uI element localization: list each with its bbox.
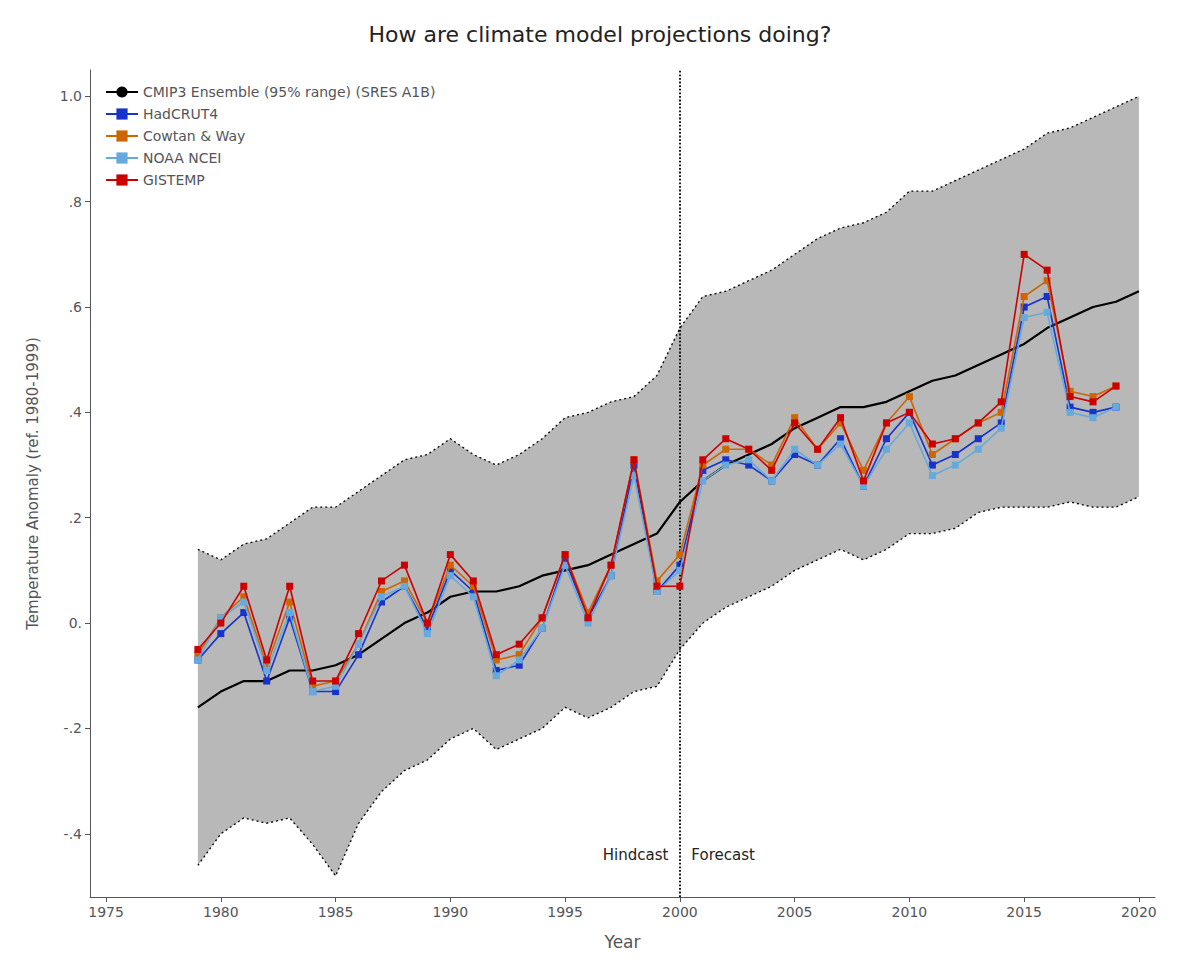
svg-text:1995: 1995 [547, 904, 583, 920]
svg-text:Hindcast: Hindcast [603, 846, 669, 864]
svg-text:How are climate model projecti: How are climate model projections doing? [369, 22, 832, 47]
svg-text:1985: 1985 [318, 904, 354, 920]
svg-text:2005: 2005 [777, 904, 813, 920]
svg-text:2015: 2015 [1006, 904, 1042, 920]
svg-text:.6: .6 [69, 299, 82, 315]
svg-text:1975: 1975 [88, 904, 124, 920]
svg-text:.8: .8 [69, 194, 82, 210]
svg-text:2010: 2010 [892, 904, 928, 920]
svg-text:.4: .4 [69, 404, 82, 420]
svg-text:CMIP3 Ensemble (95% range) (SR: CMIP3 Ensemble (95% range) (SRES A1B) [143, 84, 435, 100]
svg-text:Forecast: Forecast [691, 846, 755, 864]
svg-text:-.2: -.2 [64, 720, 82, 736]
svg-text:2000: 2000 [662, 904, 698, 920]
svg-text:Temperature Anomaly (ref. 1980: Temperature Anomaly (ref. 1980-1999) [24, 337, 42, 631]
svg-text:1.0: 1.0 [60, 88, 82, 104]
svg-text:1990: 1990 [433, 904, 469, 920]
svg-text:Year: Year [604, 932, 641, 952]
svg-text:.2: .2 [69, 510, 82, 526]
svg-text:Cowtan & Way: Cowtan & Way [143, 128, 245, 144]
svg-text:1980: 1980 [203, 904, 239, 920]
svg-text:-.4: -.4 [64, 826, 83, 842]
svg-text:2020: 2020 [1121, 904, 1157, 920]
svg-text:0.: 0. [69, 615, 82, 631]
svg-text:GISTEMP: GISTEMP [143, 172, 205, 188]
svg-text:NOAA NCEI: NOAA NCEI [143, 150, 221, 166]
svg-text:HadCRUT4: HadCRUT4 [143, 106, 218, 122]
